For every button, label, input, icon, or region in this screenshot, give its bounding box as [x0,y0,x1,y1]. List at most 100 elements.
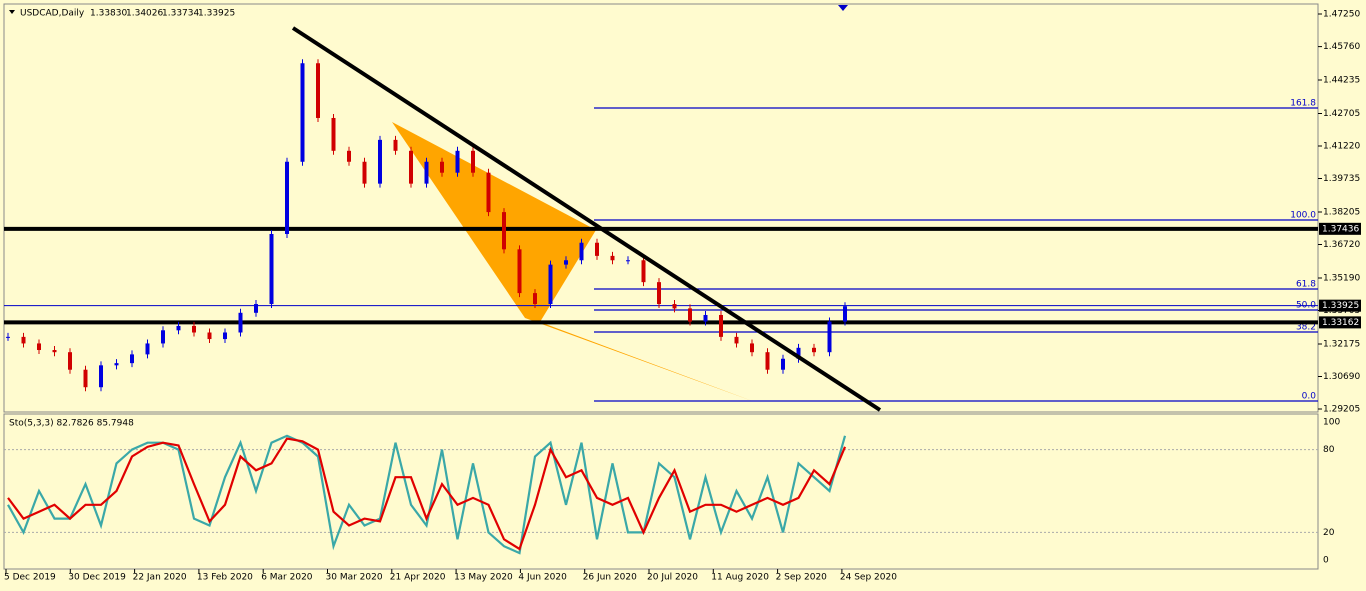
price-tick-label: 1.35190 [1323,273,1360,283]
fib-label: 61.8 [1296,280,1316,290]
candle-body [517,249,522,294]
candle-body [207,332,212,340]
fib-label: 100.0 [1290,211,1316,221]
ohlc-close: 1.33925 [198,9,235,19]
candle-body [21,336,26,344]
candle-body [796,347,801,359]
candle-body [316,63,320,118]
candle-body [362,161,367,184]
fib-label: 161.8 [1290,98,1316,108]
trend-line [291,26,882,412]
price-tick-label: 1.36720 [1323,240,1360,250]
candle-body [176,325,181,331]
candle-body [641,260,646,283]
menu-arrow [9,10,15,14]
date-label: 26 Jun 2020 [583,573,637,583]
fib-label: 38.2 [1296,322,1316,332]
date-label: 2 Sep 2020 [776,573,828,583]
candle-body [486,172,491,213]
candle-body [703,314,708,322]
candle-body [192,325,196,333]
price-tick-label: 1.39735 [1323,174,1360,184]
candle-body [750,343,754,353]
candle-body [83,369,88,388]
candle-body [393,139,398,151]
price-tick-label: 1.45760 [1323,42,1360,52]
stoch-tick-label: 80 [1323,445,1335,455]
candle-body [595,242,599,256]
candle-body [6,336,10,338]
candle-body [781,358,785,370]
candle-body [347,150,351,162]
price-tick-label: 1.29205 [1323,405,1360,415]
candle-body [161,330,165,344]
candle-body [285,161,289,234]
candle-body [238,312,243,333]
date-label: 13 May 2020 [454,573,513,583]
candle-body [409,150,413,184]
candle-body [471,150,475,173]
candle-body [843,306,847,322]
price-tick-label: 1.41220 [1323,141,1360,151]
date-label: 24 Sep 2020 [840,573,897,583]
stochastic-label: Sto(5,3,3) 82.7826 85.7948 [9,419,134,429]
stochastic-pane [3,413,1319,570]
candle-body [68,352,72,370]
candle-body [610,255,615,261]
candle-body [223,332,227,340]
candle-body [564,260,568,265]
candle-body [52,350,57,353]
price-label: 1.37436 [1322,224,1359,234]
candle-body [37,343,41,351]
price-tick-label: 1.38205 [1323,207,1360,217]
candle-body [378,139,382,184]
price-label: 1.33162 [1322,318,1359,328]
candle-body [502,212,506,250]
date-label: 6 Mar 2020 [261,573,313,583]
date-label: 22 Jan 2020 [133,573,187,583]
pattern-shape [392,122,755,402]
date-label: 30 Mar 2020 [326,573,383,583]
candle-body [300,63,305,162]
ohlc-high: 1.34026 [126,9,163,19]
candle-body [455,150,460,173]
candle-body [424,161,429,184]
candle-body [331,117,336,151]
candle-body [657,282,661,305]
date-label: 4 Jun 2020 [518,573,567,583]
candle-body [734,336,739,344]
candle-body [688,308,692,322]
candle-body [719,314,723,337]
price-tick-label: 1.44235 [1323,75,1360,85]
stoch-tick-label: 20 [1323,528,1335,538]
candle-body [145,343,150,355]
date-label: 20 Jul 2020 [647,573,698,583]
candle-body [765,352,770,370]
date-label: 5 Dec 2019 [4,573,56,583]
stoch-signal [7,437,847,551]
candle-body [626,260,630,262]
candle-body [548,264,553,305]
candle-body [130,354,134,364]
stoch-tick-label: 100 [1323,418,1340,428]
price-tick-label: 1.30690 [1323,372,1360,382]
price-label-box [1319,316,1361,329]
candle-body [827,321,832,353]
candle-body [579,242,584,261]
symbol: USDCAD,Daily [20,9,85,19]
date-label: 11 Aug 2020 [711,573,769,583]
price-label-box [1319,299,1361,312]
price-tick-label: 1.32175 [1323,339,1360,349]
candle-body [114,363,119,366]
price-label-box [1319,222,1361,235]
candle-body [812,347,816,353]
price-label: 1.33925 [1322,301,1359,311]
date-label: 21 Apr 2020 [390,573,446,583]
date-label: 13 Feb 2020 [197,573,253,583]
stoch-main [7,434,847,555]
ohlc-open: 1.33830 [90,9,127,19]
candle-body [99,365,103,388]
price-tick-label: 1.42705 [1323,109,1360,119]
candle-body [533,293,537,305]
